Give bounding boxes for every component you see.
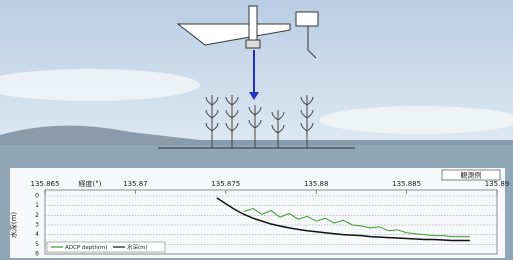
y-tick-label: 1 bbox=[35, 202, 39, 209]
x-tick-label: 135.875 bbox=[211, 180, 240, 188]
x-tick-label: 135.89 bbox=[485, 180, 510, 188]
y-tick-label: 6 bbox=[35, 251, 39, 258]
legend-label: 水深(m) bbox=[127, 243, 148, 251]
scene: 観測例 経度(°) 水深(m) 0 1 2 3 4 5 6 135.865 135.87 135.… bbox=[0, 0, 513, 260]
x-tick-label: 135.885 bbox=[392, 180, 421, 188]
pole bbox=[249, 6, 257, 42]
y-tick-label: 5 bbox=[35, 241, 39, 248]
y-tick-label: 2 bbox=[35, 212, 39, 219]
y-axis-label: 水深(m) bbox=[9, 212, 18, 239]
y-tick-label: 3 bbox=[35, 222, 39, 229]
y-tick-label: 4 bbox=[35, 231, 39, 238]
sensor bbox=[296, 12, 318, 26]
adcp bbox=[246, 40, 260, 48]
cloud bbox=[320, 106, 513, 134]
x-tick-label: 135.87 bbox=[123, 180, 148, 188]
legend-label: ADCP depth(m) bbox=[65, 245, 108, 251]
y-tick-label: 0 bbox=[35, 193, 39, 200]
x-axis-label: 経度(°) bbox=[79, 179, 102, 188]
x-tick-label: 135.865 bbox=[31, 180, 60, 188]
x-tick-label: 135.88 bbox=[304, 180, 329, 188]
badge: 観測例 bbox=[461, 171, 482, 180]
